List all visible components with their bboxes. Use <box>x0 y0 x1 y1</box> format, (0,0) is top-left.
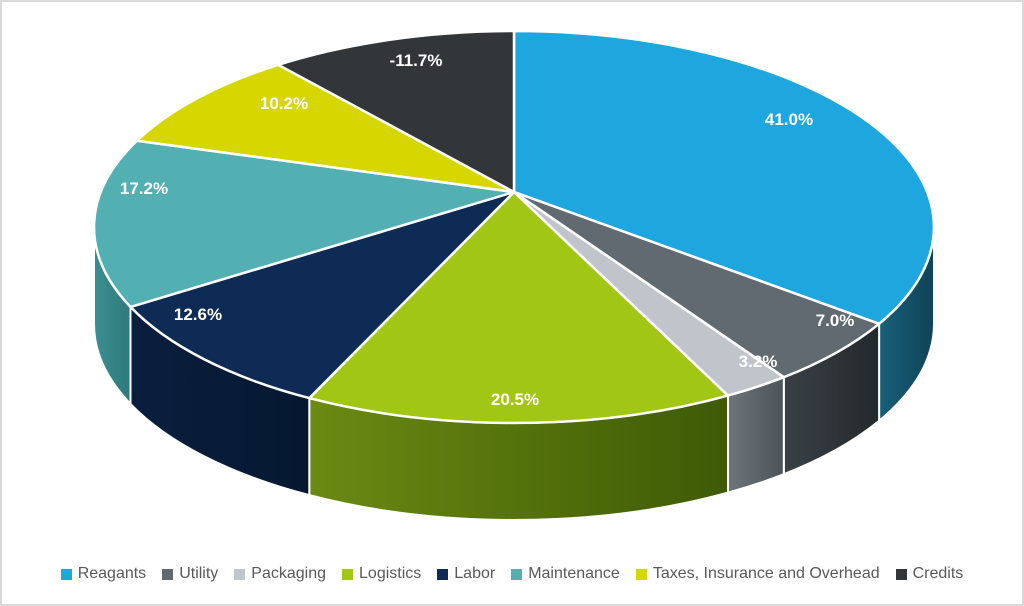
legend-item-utility[interactable]: Utility <box>162 562 218 586</box>
legend-label: Labor <box>454 565 496 582</box>
chart-legend: Reagants Utility Packaging Logistics Lab… <box>2 562 1022 586</box>
slice-label-credits: -11.7% <box>390 51 443 70</box>
legend-label: Packaging <box>251 565 327 582</box>
slice-label-labor: 12.6% <box>174 305 222 324</box>
pie-slice-taxes-insurance-and-overhead[interactable] <box>135 63 516 194</box>
pie-slice-utility[interactable] <box>512 190 881 379</box>
slice-label-taxes-insurance-and-overhead: 10.2% <box>260 94 308 113</box>
legend-swatch-reagants-icon <box>60 568 72 580</box>
legend-swatch-logistics-icon <box>342 568 354 580</box>
pie-slice-logistics[interactable] <box>308 190 730 425</box>
legend-swatch-taxes-icon <box>635 568 647 580</box>
legend-item-logistics[interactable]: Logistics <box>342 562 421 586</box>
pie-slice-credits[interactable] <box>277 29 516 194</box>
pie-slice-reagants[interactable] <box>512 29 936 326</box>
pie-slice-labels: 41.0% 7.0% 3.2% 20.5% 12.6% 17.2% 10.2% -11.7% <box>120 51 854 409</box>
slice-label-logistics: 20.5% <box>491 390 539 409</box>
slice-label-packaging: 3.2% <box>739 352 778 371</box>
legend-swatch-maintenance-icon <box>511 568 523 580</box>
slice-label-utility: 7.0% <box>816 311 855 330</box>
legend-item-packaging[interactable]: Packaging <box>234 562 326 586</box>
legend-swatch-packaging-icon <box>234 568 246 580</box>
legend-swatch-utility-icon <box>162 568 174 580</box>
pie-side-walls <box>93 226 935 521</box>
legend-label: Credits <box>912 565 964 582</box>
pie-slices <box>92 29 936 425</box>
pie-slice-labor[interactable] <box>129 190 516 400</box>
legend-item-labor[interactable]: Labor <box>437 562 495 586</box>
slice-label-reagants: 41.0% <box>765 110 813 129</box>
legend-swatch-credits-icon <box>895 568 907 580</box>
legend-item-credits[interactable]: Credits <box>895 562 964 586</box>
legend-label: Maintenance <box>528 565 620 582</box>
legend-swatch-labor-icon <box>437 568 449 580</box>
legend-item-reagants[interactable]: Reagants <box>60 562 147 586</box>
pie-slice-maintenance[interactable] <box>92 139 516 309</box>
legend-item-taxes-insurance-and-overhead[interactable]: Taxes, Insurance and Overhead <box>635 562 880 586</box>
slice-label-maintenance: 17.2% <box>120 179 168 198</box>
legend-label: Utility <box>179 565 219 582</box>
legend-label: Reagants <box>77 565 147 582</box>
legend-item-maintenance[interactable]: Maintenance <box>511 562 620 586</box>
legend-label: Taxes, Insurance and Overhead <box>652 565 880 582</box>
legend-label: Logistics <box>359 565 422 582</box>
